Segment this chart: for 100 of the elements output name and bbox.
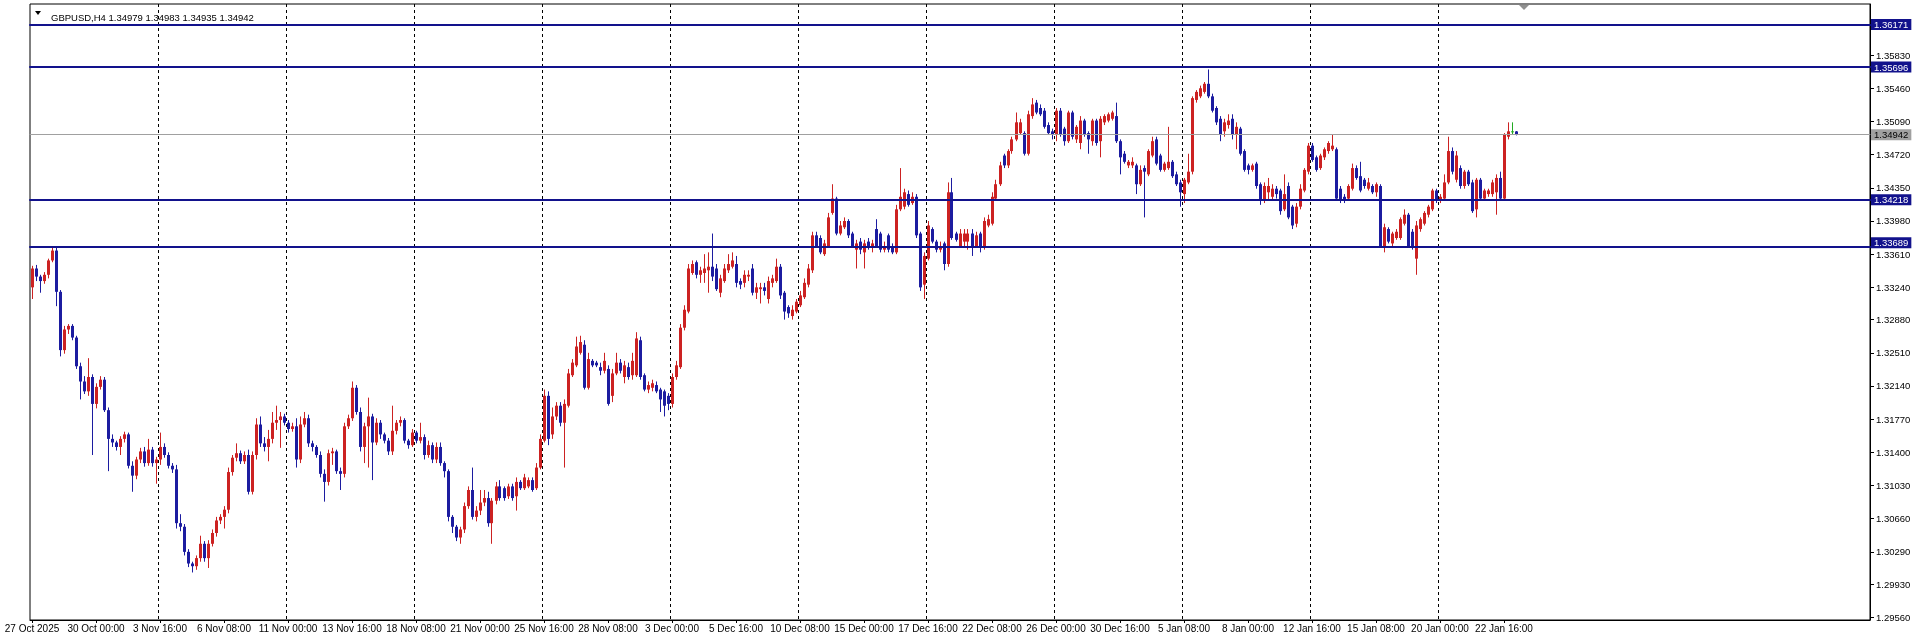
x-tick-label: 10 Dec 08:00 [770,622,831,634]
x-tick-label: 15 Jan 08:00 [1347,622,1406,634]
candlestick [435,441,438,464]
candlestick [1015,111,1018,142]
ref-line-label: 1.33689 [1874,237,1909,249]
candlestick [498,479,501,502]
x-tick-label: 3 Dec 00:00 [645,622,700,634]
candlestick [215,516,218,538]
candlestick [495,481,498,505]
candlestick [1167,126,1170,171]
candlestick [419,422,422,444]
candlestick [1263,181,1266,204]
candlestick [1139,164,1142,187]
y-tick-label: 1.30660 [1876,513,1911,525]
candlestick [999,161,1002,187]
x-tick-label: 13 Nov 16:00 [322,622,383,634]
candlestick [535,462,538,491]
ref-line-label: 1.34942 [1874,129,1909,141]
text: GBPUSD,H4 1.34979 1.34983 1.34935 1.34942 [51,12,254,23]
x-tick-label: 26 Dec 00:00 [1026,622,1087,634]
y-tick-label: 1.29560 [1876,611,1911,623]
candlestick [143,446,146,468]
x-tick-label: 6 Nov 08:00 [197,622,252,634]
candlestick [1459,164,1462,190]
candlestick [155,456,158,485]
candlestick [703,253,706,284]
candlestick [319,450,322,478]
candlestick [971,228,974,257]
candlestick [1135,163,1138,195]
ref-line-label: 1.35696 [1874,61,1909,73]
candlestick [875,218,878,249]
x-tick-label: 17 Dec 16:00 [898,622,959,634]
y-tick-label: 1.33240 [1876,281,1911,293]
candlestick [1499,171,1502,201]
x-tick-label: 5 Jan 08:00 [1157,622,1211,634]
candlestick [1295,202,1298,228]
candlestick [423,433,426,460]
candlestick [79,362,82,400]
candlestick [31,265,34,300]
candlestick [403,417,406,444]
y-tick-label: 1.32140 [1876,380,1911,392]
candlestick [767,276,770,304]
candlestick [1359,161,1362,193]
candlestick [279,411,282,449]
candlestick [559,401,562,427]
candlestick [151,446,154,468]
candlestick [119,435,122,456]
candlestick [1207,68,1210,99]
candlestick [623,360,626,384]
ref-line-label: 1.34218 [1874,194,1909,206]
y-tick-label: 1.31400 [1876,446,1911,458]
y-tick-label: 1.33610 [1876,248,1911,260]
candlestick [463,502,466,534]
candlestick [1091,118,1094,147]
x-tick-label: 18 Nov 08:00 [386,622,447,634]
x-tick-label: 15 Dec 00:00 [834,622,895,634]
x-tick-label: 5 Dec 16:00 [709,622,764,634]
candlestick [363,422,366,464]
candlestick [1143,164,1146,218]
candlestick [775,258,778,284]
x-tick-label: 3 Nov 16:00 [133,622,188,634]
candlestick [131,460,134,493]
x-tick-label: 8 Jan 00:00 [1221,622,1275,634]
candlestick [275,405,278,431]
x-tick-label: 28 Nov 08:00 [578,622,639,634]
candlestick [159,432,162,466]
y-tick-label: 1.33980 [1876,215,1911,227]
candlestick [515,476,518,512]
y-tick-label: 1.30290 [1876,546,1911,558]
y-tick-label: 1.34350 [1876,182,1911,194]
candlestick [467,485,470,510]
candlestick [1079,115,1082,150]
candlestick [551,406,554,440]
x-tick-label: 11 Nov 00:00 [258,622,318,634]
candlestick [203,540,206,563]
candlestick [1043,107,1046,130]
y-tick-label: 1.29930 [1876,578,1911,590]
y-tick-label: 1.35830 [1876,49,1911,61]
x-tick-label: 12 Jan 16:00 [1283,622,1342,634]
candlestick [1463,169,1466,190]
candlestick [367,397,370,469]
candlestick [490,497,493,545]
candlestick [603,352,606,374]
candlestick [1099,115,1102,158]
candlestick [479,489,482,516]
candlestick [1267,177,1270,201]
candlestick [379,419,382,440]
x-tick-label: 30 Dec 16:00 [1090,622,1151,634]
candlestick [199,535,202,563]
candlestick [63,325,66,355]
candlestick [375,417,378,446]
candlestick [1023,130,1026,157]
x-tick-label: 30 Oct 00:00 [67,622,126,634]
x-tick-label: 27 Oct 2025 [4,622,60,634]
x-tick-label: 22 Jan 16:00 [1475,622,1534,634]
candlestick [147,438,150,467]
candlestick [1495,173,1498,216]
candlestick [439,441,442,467]
y-tick-label: 1.32880 [1876,314,1911,326]
candlestick [271,411,274,444]
